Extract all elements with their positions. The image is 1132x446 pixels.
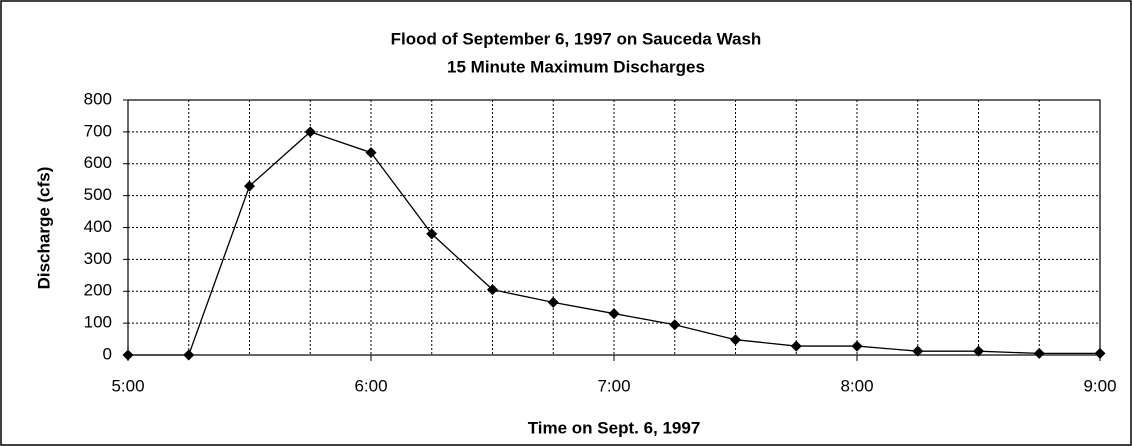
- x-axis-label: Time on Sept. 6, 1997: [528, 418, 701, 437]
- data-point: [183, 349, 195, 361]
- data-point: [608, 308, 620, 320]
- chart-title: Flood of September 6, 1997 on Sauceda Wa…: [391, 29, 762, 48]
- data-point: [730, 334, 741, 346]
- data-point: [912, 345, 924, 357]
- data-point: [122, 349, 134, 361]
- y-tick-label: 700: [84, 121, 112, 140]
- data-point: [851, 340, 863, 352]
- data-point: [669, 319, 681, 331]
- data-point: [426, 228, 438, 240]
- data-point: [973, 345, 984, 357]
- y-tick-label: 0: [103, 344, 112, 363]
- x-tick-label: 9:00: [1083, 376, 1116, 395]
- data-point: [1094, 347, 1106, 359]
- y-tick-label: 100: [84, 313, 112, 332]
- plot-border: [127, 99, 1101, 356]
- x-tick-label: 6:00: [354, 376, 387, 395]
- y-tick-label: 600: [84, 153, 112, 172]
- data-point: [244, 180, 255, 192]
- data-point: [304, 126, 316, 138]
- x-tick-label: 5:00: [111, 376, 144, 395]
- data-point: [1033, 347, 1045, 359]
- y-tick-label: 200: [84, 281, 112, 300]
- y-tick-label: 300: [84, 249, 112, 268]
- data-point: [790, 340, 802, 352]
- data-point: [547, 296, 559, 308]
- data-point: [487, 284, 498, 296]
- y-tick-label: 500: [84, 185, 112, 204]
- chart-subtitle: 15 Minute Maximum Discharges: [447, 57, 705, 76]
- y-axis-label: Discharge (cfs): [34, 167, 53, 290]
- y-tick-label: 800: [84, 89, 112, 108]
- x-tick-label: 7:00: [597, 376, 630, 395]
- data-point: [365, 147, 377, 159]
- x-tick-label: 8:00: [840, 376, 873, 395]
- y-tick-label: 400: [84, 217, 112, 236]
